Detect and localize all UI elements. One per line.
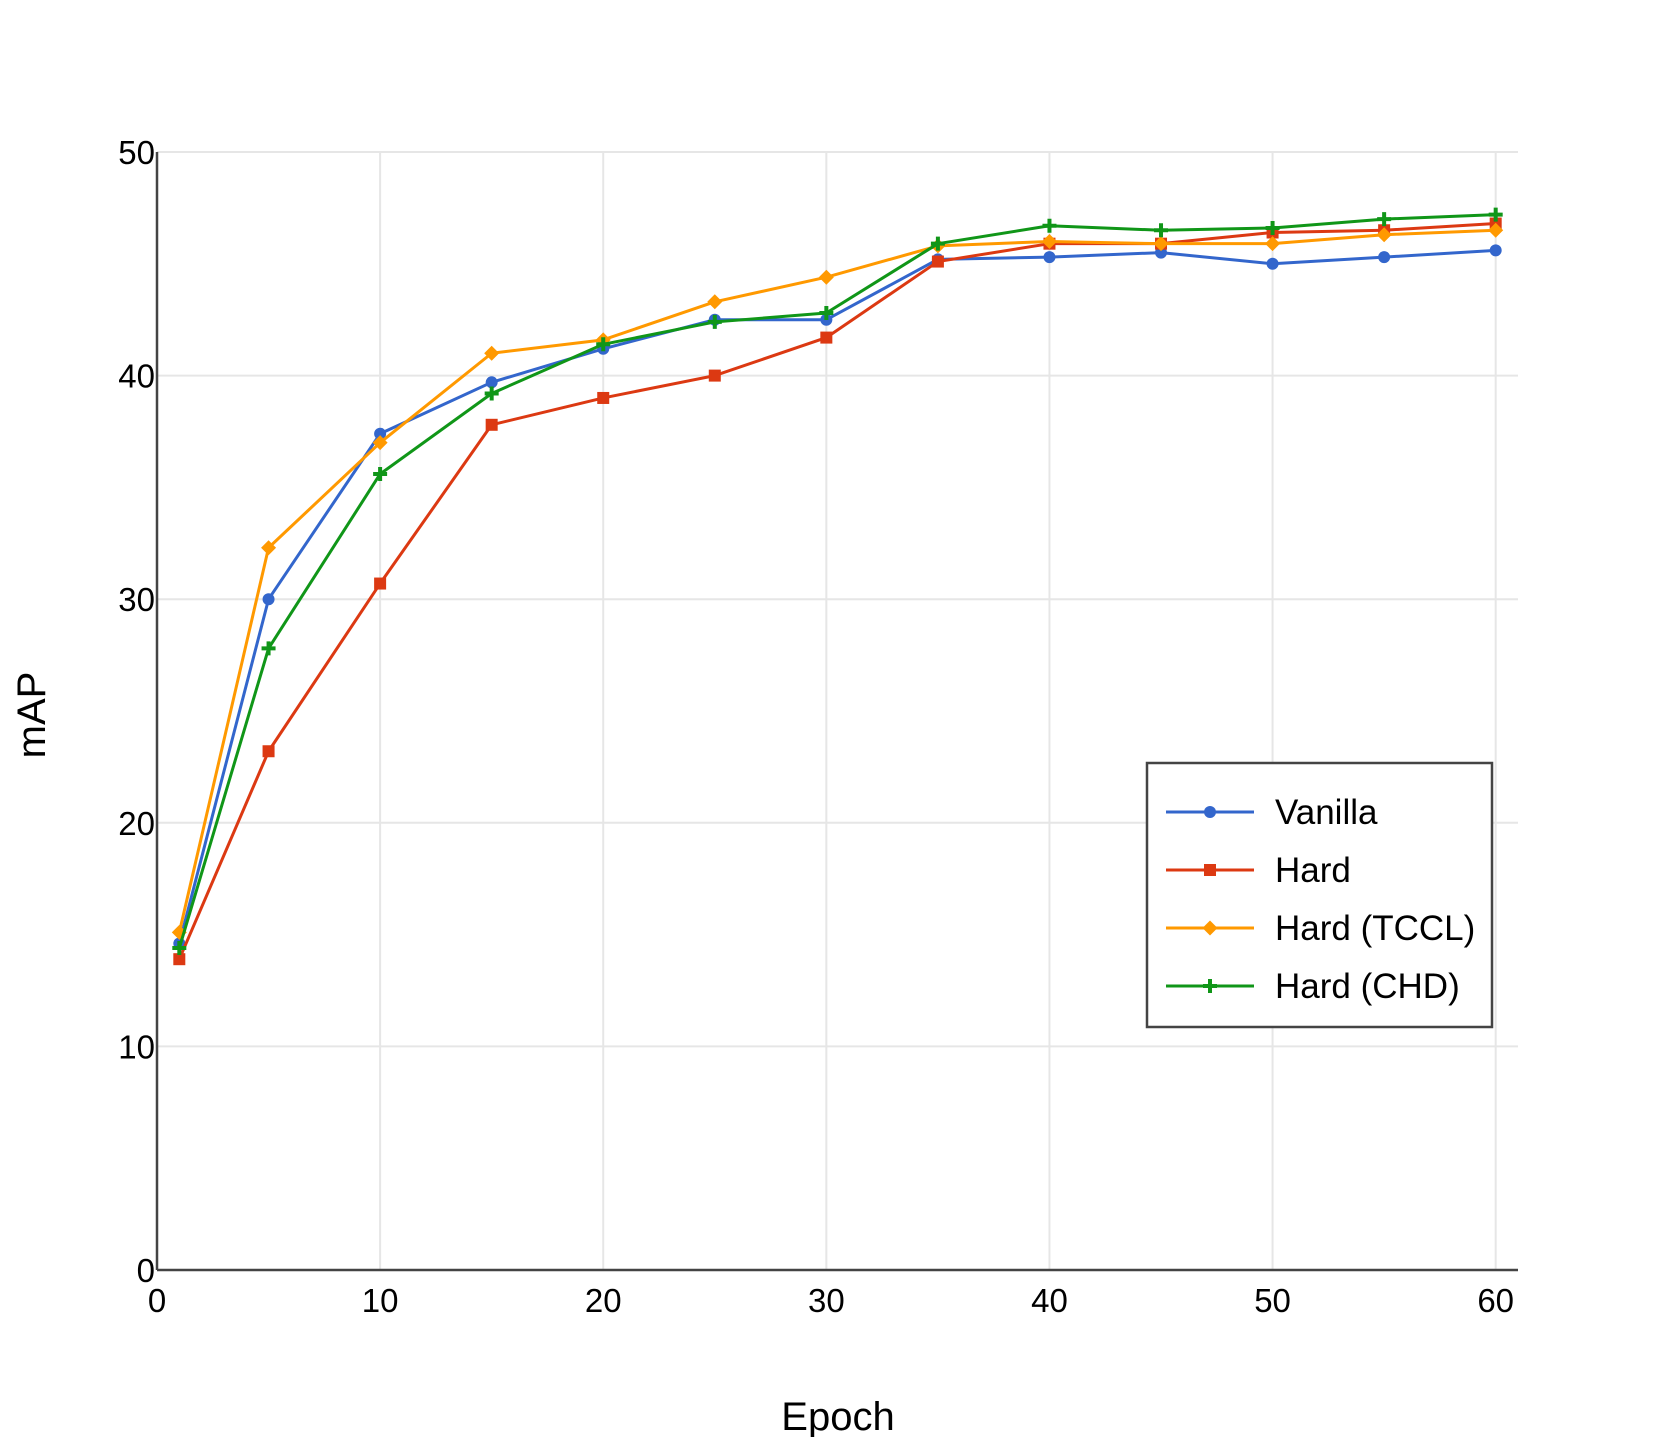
data-point (1043, 251, 1056, 264)
y-tick-label: 10 (118, 1028, 155, 1065)
data-point (484, 386, 499, 401)
data-point (819, 305, 834, 320)
x-tick-label: 40 (1031, 1282, 1068, 1319)
legend-label: Vanilla (1275, 793, 1378, 832)
data-point (597, 391, 610, 404)
x-tick-label: 10 (362, 1282, 399, 1319)
legend-label: Hard (TCCL) (1275, 909, 1475, 948)
data-point (262, 745, 275, 758)
data-point (708, 369, 721, 382)
axes (155, 152, 1518, 1272)
series-group (171, 207, 1504, 966)
legend-marker (1203, 979, 1217, 993)
data-point (931, 255, 944, 268)
data-point (596, 337, 611, 352)
x-tick-label: 20 (585, 1282, 622, 1319)
data-point (1042, 218, 1057, 233)
legend-label: Hard (1275, 851, 1351, 890)
series-hard-chd (172, 207, 1503, 956)
data-point (818, 269, 834, 285)
y-tick-label: 20 (118, 805, 155, 842)
data-point (707, 314, 722, 329)
legend-box (1145, 761, 1494, 1029)
y-tick-label: 50 (118, 134, 155, 171)
data-point (707, 294, 723, 310)
data-point (173, 953, 186, 966)
legend-item: Hard (CHD) (1166, 967, 1460, 1006)
data-point (820, 331, 833, 344)
data-point (1488, 207, 1503, 222)
data-point (484, 345, 500, 361)
data-point (1265, 221, 1280, 236)
data-point (1377, 212, 1392, 227)
x-tick-label: 50 (1254, 1282, 1291, 1319)
y-axis-title: mAP (10, 672, 54, 759)
data-point (485, 418, 498, 431)
data-point (374, 427, 387, 440)
data-point (1378, 251, 1391, 264)
y-tick-label: 0 (137, 1252, 155, 1289)
data-point (1041, 233, 1057, 249)
tick-labels: 0 10 20 30 40 50 60 0 10 20 30 40 50 (118, 134, 1514, 1319)
x-tick-label: 30 (808, 1282, 845, 1319)
data-point (262, 593, 275, 606)
data-point (261, 540, 277, 556)
x-tick-label: 0 (148, 1282, 166, 1319)
x-tick-label: 60 (1477, 1282, 1514, 1319)
series-hard-tccl (171, 222, 1504, 940)
data-point (930, 236, 945, 251)
data-point (1489, 244, 1502, 257)
data-point (172, 941, 187, 956)
legend-marker (1204, 864, 1216, 876)
y-tick-label: 30 (118, 581, 155, 618)
legend-item: Hard (TCCL) (1166, 909, 1475, 948)
legend-marker (1204, 806, 1216, 818)
data-point (485, 376, 498, 389)
data-point (1488, 222, 1504, 238)
data-point (372, 435, 388, 451)
legend-item: Hard (1166, 851, 1351, 890)
grid (157, 151, 1518, 1270)
legend: Vanilla Hard Hard (TCCL) Hard (CHD) (1145, 761, 1494, 1029)
data-point (1265, 236, 1281, 252)
data-point (261, 641, 276, 656)
data-point (1154, 223, 1169, 238)
legend-item: Vanilla (1166, 793, 1378, 832)
x-axis-title: Epoch (781, 1395, 894, 1437)
data-point (374, 577, 387, 590)
y-tick-label: 40 (118, 358, 155, 395)
data-point (373, 466, 388, 481)
legend-marker (1202, 920, 1218, 936)
legend-label: Hard (CHD) (1275, 967, 1460, 1006)
data-point (1266, 257, 1279, 270)
data-point (1153, 236, 1169, 252)
data-point (1376, 227, 1392, 243)
